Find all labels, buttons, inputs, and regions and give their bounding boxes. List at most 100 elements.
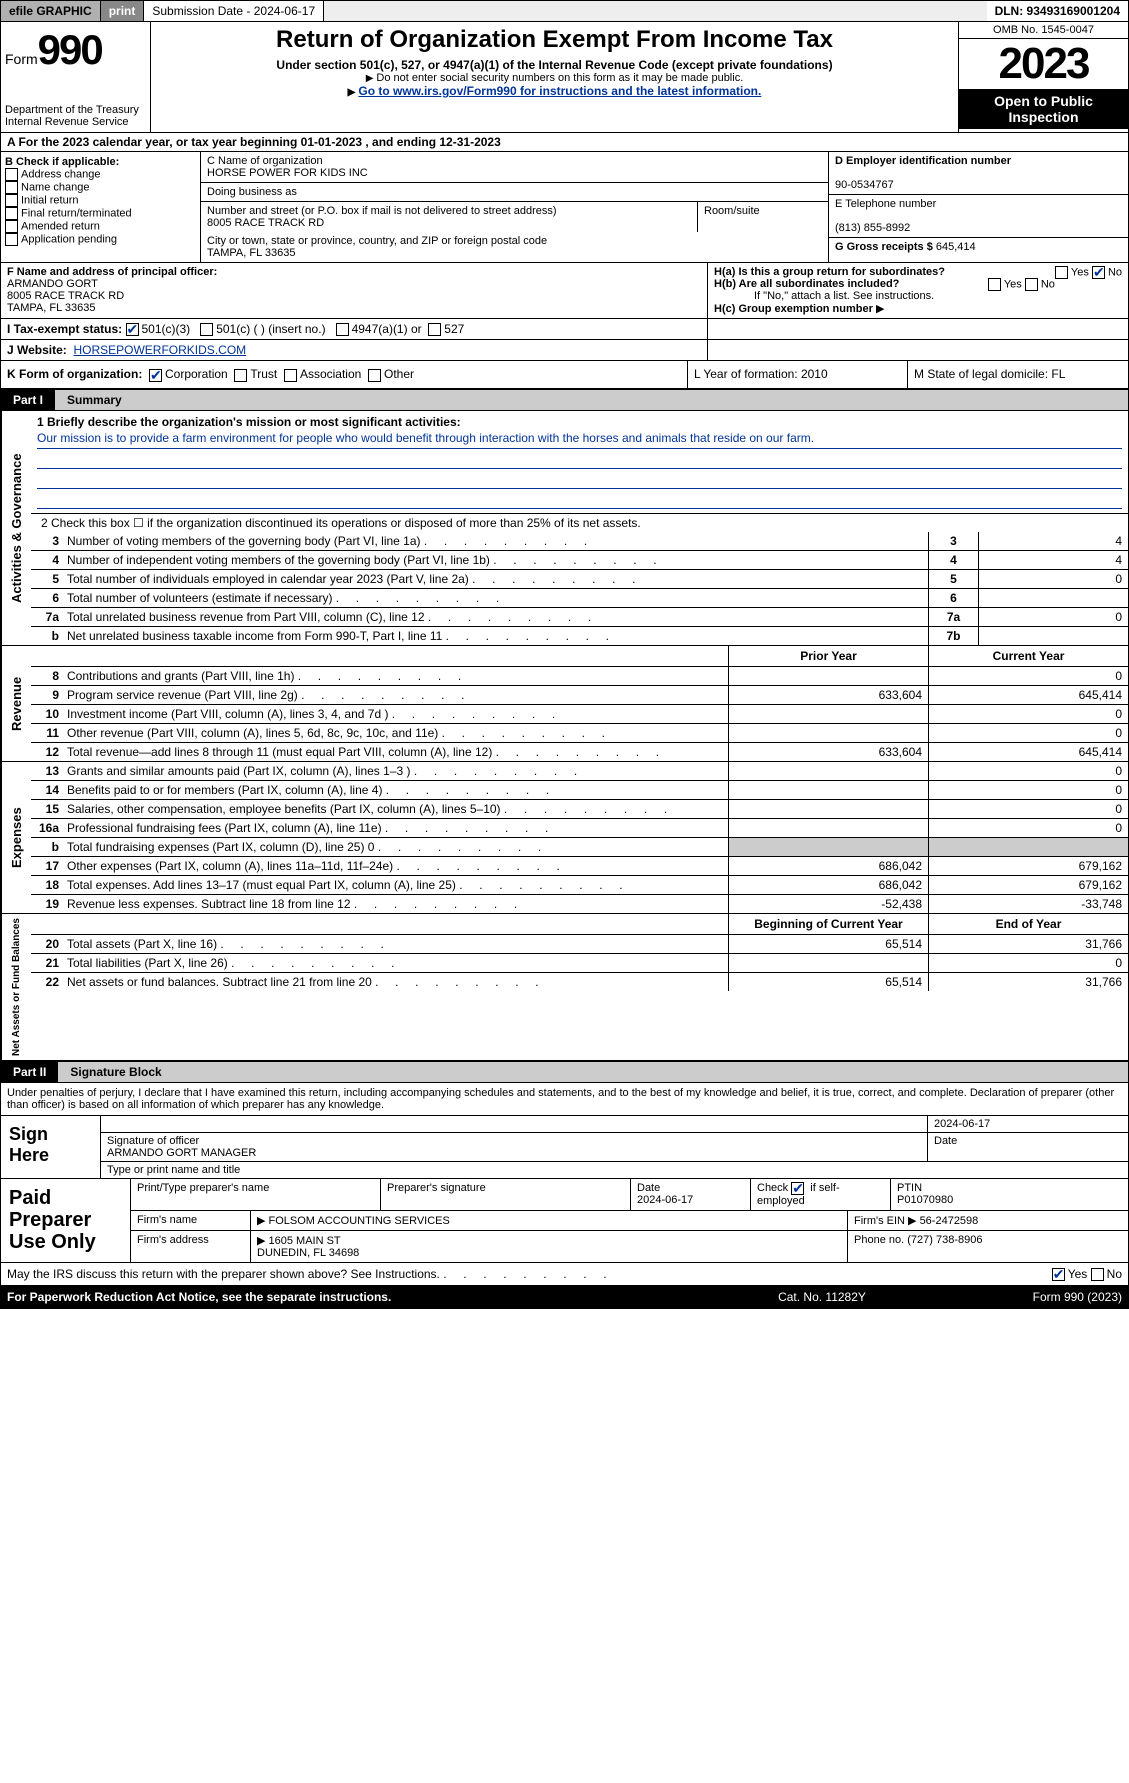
mission-line3 [37, 471, 1122, 489]
print-button[interactable]: print [101, 1, 145, 21]
ha-no[interactable] [1092, 266, 1105, 279]
part1-header: Part I Summary [0, 389, 1129, 411]
block-fh: F Name and address of principal officer:… [0, 263, 1129, 319]
part2-header: Part II Signature Block [0, 1061, 1129, 1083]
money-row: 11Other revenue (Part VIII, column (A), … [31, 724, 1128, 743]
block-bcd: B Check if applicable: Address change Na… [0, 152, 1129, 263]
gov-row: 4Number of independent voting members of… [31, 551, 1128, 570]
summary-governance: Activities & Governance 1 Briefly descri… [0, 411, 1129, 646]
line-2: 2 Check this box ☐ if the organization d… [31, 514, 1128, 532]
side-governance: Activities & Governance [1, 411, 31, 645]
gov-row: 7aTotal unrelated business revenue from … [31, 608, 1128, 627]
ck-trust[interactable] [234, 369, 247, 382]
ck-501c3[interactable] [126, 323, 139, 336]
ck-final[interactable] [5, 207, 18, 220]
ck-other[interactable] [368, 369, 381, 382]
paid-preparer-label: Paid Preparer Use Only [1, 1179, 131, 1262]
type-print-label: Type or print name and title [101, 1162, 1128, 1178]
page-footer: For Paperwork Reduction Act Notice, see … [0, 1286, 1129, 1309]
begin-year-hdr: Beginning of Current Year [728, 914, 928, 934]
inspection-label: Open to Public Inspection [959, 89, 1128, 129]
city-value: TAMPA, FL 33635 [207, 247, 822, 259]
paid-preparer-block: Paid Preparer Use Only Print/Type prepar… [0, 1179, 1129, 1263]
ck-4947[interactable] [336, 323, 349, 336]
form-number: 990 [38, 26, 102, 73]
ck-527[interactable] [428, 323, 441, 336]
ha-yes[interactable] [1055, 266, 1068, 279]
form-header: Form990 Department of the Treasury Inter… [0, 22, 1129, 133]
money-row: 21Total liabilities (Part X, line 26)0 [31, 954, 1128, 973]
sig-officer-lbl: Signature of officer [107, 1135, 199, 1147]
row-i: I Tax-exempt status: 501(c)(3) 501(c) ( … [0, 319, 1129, 340]
ck-corp[interactable] [149, 369, 162, 382]
tel-label: E Telephone number [835, 198, 936, 210]
ck-initial[interactable] [5, 194, 18, 207]
gross-label: G Gross receipts $ [835, 241, 933, 253]
mission-block: 1 Briefly describe the organization's mi… [31, 411, 1128, 514]
side-revenue: Revenue [1, 646, 31, 761]
col-c: C Name of organization HORSE POWER FOR K… [201, 152, 828, 262]
ck-pending[interactable] [5, 233, 18, 246]
sign-date: 2024-06-17 [928, 1116, 1128, 1132]
firm-addr: 1605 MAIN ST DUNEDIN, FL 34698 [257, 1235, 359, 1259]
mission-line2 [37, 451, 1122, 469]
discuss-yes[interactable] [1052, 1268, 1065, 1281]
hb-no[interactable] [1025, 278, 1038, 291]
firm-ein: 56-2472598 [920, 1215, 979, 1227]
b-header: B Check if applicable: [5, 156, 119, 168]
ptin: PTIN P01070980 [891, 1179, 1128, 1210]
gov-row: 6Total number of volunteers (estimate if… [31, 589, 1128, 608]
money-row: 10Investment income (Part VIII, column (… [31, 705, 1128, 724]
summary-revenue: Revenue Prior YearCurrent Year 8Contribu… [0, 646, 1129, 762]
org-name: HORSE POWER FOR KIDS INC [207, 167, 822, 179]
phone-val: (727) 738-8906 [907, 1234, 982, 1246]
dln: DLN: 93493169001204 [987, 1, 1128, 21]
money-row: 14Benefits paid to or for members (Part … [31, 781, 1128, 800]
year-header: Prior YearCurrent Year [31, 646, 1128, 667]
gov-row: bNet unrelated business taxable income f… [31, 627, 1128, 645]
gov-row: 3Number of voting members of the governi… [31, 532, 1128, 551]
prep-name-lbl: Print/Type preparer's name [131, 1179, 381, 1210]
discuss-no[interactable] [1091, 1268, 1104, 1281]
sign-here-label: Sign Here [1, 1116, 101, 1178]
ck-name[interactable] [5, 181, 18, 194]
gov-row: 5Total number of individuals employed in… [31, 570, 1128, 589]
k-label: K Form of organization: [7, 367, 142, 381]
dba-label: Doing business as [201, 183, 828, 202]
money-row: 15Salaries, other compensation, employee… [31, 800, 1128, 819]
money-row: 19Revenue less expenses. Subtract line 1… [31, 895, 1128, 913]
col-d: D Employer identification number 90-0534… [828, 152, 1128, 262]
money-row: 22Net assets or fund balances. Subtract … [31, 973, 1128, 991]
ck-amended[interactable] [5, 220, 18, 233]
subtitle-2: Do not enter social security numbers on … [161, 72, 948, 84]
ck-address[interactable] [5, 168, 18, 181]
hb-label: H(b) Are all subordinates included? [714, 278, 899, 290]
money-row: 8Contributions and grants (Part VIII, li… [31, 667, 1128, 686]
row-j: J Website: HORSEPOWERFORKIDS.COM [0, 340, 1129, 361]
goto-link: Go to www.irs.gov/Form990 for instructio… [161, 84, 948, 98]
officer-name: ARMANDO GORT [7, 278, 98, 290]
ck-assoc[interactable] [284, 369, 297, 382]
hb-note: If "No," attach a list. See instructions… [714, 290, 1122, 302]
discuss-label: May the IRS discuss this return with the… [7, 1267, 440, 1281]
efile-label: efile GRAPHIC [1, 1, 101, 21]
sig-officer-name: ARMANDO GORT MANAGER [107, 1147, 256, 1159]
summary-expenses: Expenses 13Grants and similar amounts pa… [0, 762, 1129, 914]
website-link[interactable]: HORSEPOWERFORKIDS.COM [73, 343, 246, 357]
side-netassets: Net Assets or Fund Balances [1, 914, 31, 1060]
ein-value: 90-0534767 [835, 179, 894, 191]
irs-link[interactable]: Go to www.irs.gov/Form990 for instructio… [358, 84, 761, 98]
paperwork-notice: For Paperwork Reduction Act Notice, see … [7, 1290, 722, 1304]
f-label: F Name and address of principal officer: [7, 266, 217, 278]
tel-value: (813) 855-8992 [835, 222, 910, 234]
part1-title: Summary [55, 390, 1128, 410]
mission-line4 [37, 491, 1122, 509]
row-k: K Form of organization: Corporation Trus… [0, 361, 1129, 388]
street-label: Number and street (or P.O. box if mail i… [207, 205, 691, 217]
ck-501c[interactable] [200, 323, 213, 336]
hb-yes[interactable] [988, 278, 1001, 291]
state-domicile: M State of legal domicile: FL [908, 361, 1128, 387]
discuss-row: May the IRS discuss this return with the… [0, 1263, 1129, 1286]
form-title: Return of Organization Exempt From Incom… [161, 26, 948, 54]
officer-addr1: 8005 RACE TRACK RD [7, 290, 124, 302]
